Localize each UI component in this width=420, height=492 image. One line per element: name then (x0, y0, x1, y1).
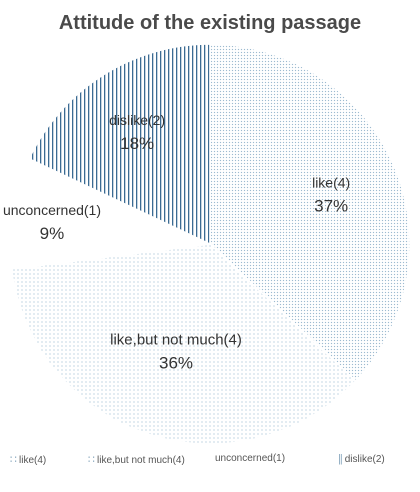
legend-label: like(4) (19, 455, 47, 466)
slice-label: like,but not much(4) (110, 332, 242, 349)
legend-marker: ∷ (88, 454, 95, 466)
pie-slice-like-4 (209, 43, 411, 382)
slice-percent: 36% (159, 354, 193, 373)
legend-item: ∷ like(4) (10, 453, 46, 466)
slice-label: dislike(2) (109, 112, 165, 128)
pie-slice-unconcerned-1 (9, 157, 213, 270)
legend-item: ∷ like,but not much(4) (88, 453, 185, 466)
pie-chart: like(4) 37% like,but not much(4) 36% unconce… (3, 43, 411, 445)
legend-marker: ∷ (10, 454, 17, 466)
legend: ∷ like(4) ∷ like,but not much(4) unconcerned… (0, 453, 420, 469)
slice-label: like(4) (312, 175, 350, 191)
pie-slice-like-but-not-much-4 (10, 243, 357, 445)
legend-label: unconcerned(1) (215, 453, 286, 464)
legend-label: dislike(2) (344, 454, 385, 465)
legend-item: || dislike(2) (338, 453, 385, 465)
chart-title: Attitude of the existing passage (58, 12, 362, 34)
slice-percent: 9% (40, 224, 65, 243)
slice-label: unconcerned(1) (3, 202, 101, 218)
pie-slice-dislike-2 (28, 43, 211, 246)
slice-percent: 18% (120, 134, 154, 153)
legend-marker: || (338, 453, 343, 465)
pie-slices (9, 43, 411, 445)
legend-item: unconcerned(1) (212, 453, 285, 464)
legend-label: like,but not much(4) (97, 455, 185, 466)
slice-labels: like(4) 37% like,but not much(4) 36% unconce… (3, 112, 350, 372)
slice-percent: 37% (314, 197, 348, 216)
